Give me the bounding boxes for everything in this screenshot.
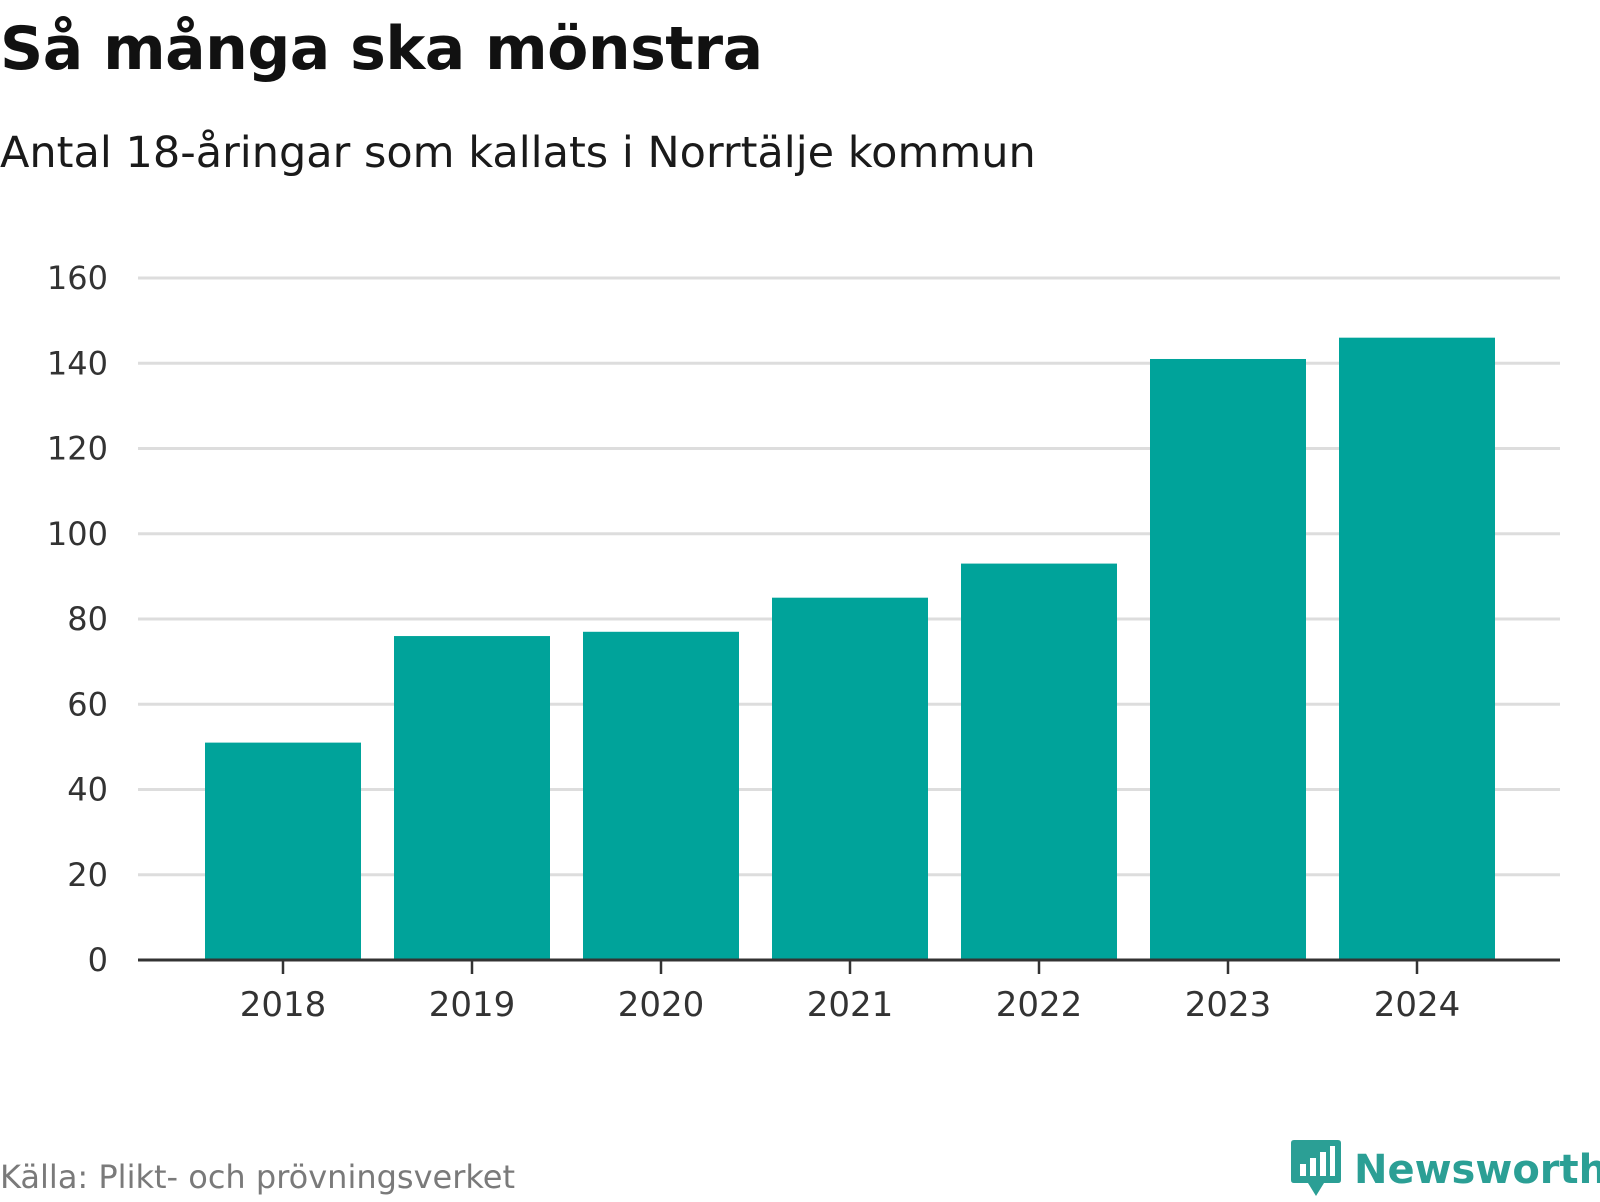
bar-2020 bbox=[583, 631, 739, 960]
y-tick-label: 160 bbox=[47, 259, 108, 297]
x-tick-label: 2022 bbox=[996, 985, 1083, 1025]
bars bbox=[205, 337, 1495, 960]
y-tick-label: 80 bbox=[67, 600, 108, 638]
brand-name: Newsworthy bbox=[1354, 1147, 1600, 1193]
x-tick-label: 2024 bbox=[1374, 985, 1461, 1025]
chart-title: Så många ska mönstra bbox=[0, 14, 763, 84]
x-axis: 2018 2019 2020 2021 2022 2023 2024 bbox=[138, 958, 1560, 1025]
brand-logo[interactable]: Newsworthy bbox=[1290, 1140, 1600, 1200]
y-tick-label: 0 bbox=[88, 941, 108, 979]
source-note: Källa: Plikt- och prövningsverket bbox=[0, 1158, 515, 1196]
x-tick-label: 2020 bbox=[618, 985, 705, 1025]
bar-2023 bbox=[1150, 358, 1306, 960]
y-axis-ticks: 0 20 40 60 80 100 120 140 160 bbox=[47, 259, 108, 979]
y-tick-label: 140 bbox=[47, 344, 108, 382]
x-tick-label: 2019 bbox=[429, 985, 516, 1025]
y-tick-label: 120 bbox=[47, 430, 108, 468]
x-tick-label: 2018 bbox=[240, 985, 327, 1025]
newsworthy-logo-icon bbox=[1290, 1138, 1342, 1202]
y-tick-label: 40 bbox=[67, 771, 108, 809]
y-tick-label: 20 bbox=[67, 856, 108, 894]
x-tick-label: 2021 bbox=[807, 985, 894, 1025]
x-tick-label: 2023 bbox=[1185, 985, 1272, 1025]
chart-subtitle: Antal 18-åringar som kallats i Norrtälje… bbox=[0, 128, 1036, 178]
bar-2018 bbox=[205, 742, 361, 960]
bar-2024 bbox=[1339, 337, 1495, 960]
bar-2021 bbox=[772, 597, 928, 960]
bar-2022 bbox=[961, 563, 1117, 960]
y-tick-label: 100 bbox=[47, 515, 108, 553]
bar-2019 bbox=[394, 636, 550, 960]
y-tick-label: 60 bbox=[67, 685, 108, 723]
